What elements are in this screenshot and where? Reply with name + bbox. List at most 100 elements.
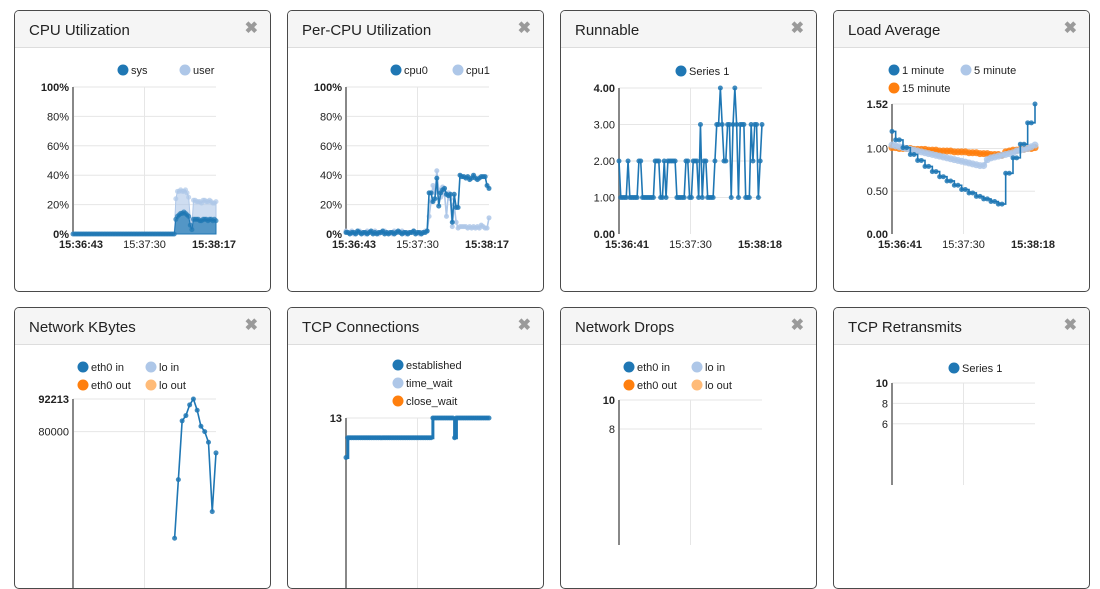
- legend-item[interactable]: lo in: [691, 361, 726, 375]
- card-title: Runnable: [575, 22, 640, 39]
- legend-item[interactable]: 15 minute: [888, 82, 951, 96]
- point-Series-1: [661, 158, 667, 164]
- point-cpu0: [432, 196, 438, 202]
- legend-swatch: [77, 379, 89, 391]
- legend-item[interactable]: cpu1: [452, 64, 490, 78]
- point-1-minute: [922, 163, 928, 169]
- legend-item[interactable]: time_wait: [392, 377, 453, 391]
- point-cpu0: [455, 205, 461, 211]
- point-1-minute: [896, 137, 902, 143]
- point-Series-1: [741, 122, 747, 127]
- legend-item[interactable]: lo in: [145, 361, 180, 375]
- legend-item[interactable]: lo out: [145, 379, 186, 393]
- card-network-drops: Network Drops ✖ eth0 in lo in eth0 out lo out…: [560, 307, 817, 589]
- point-eth0-in: [205, 439, 211, 445]
- legend-item[interactable]: 5 minute: [960, 64, 1017, 78]
- point-1-minute: [1025, 120, 1031, 126]
- card-title: TCP Connections: [302, 319, 420, 336]
- point-1-minute: [911, 151, 917, 157]
- point-Series-1: [688, 195, 694, 200]
- point-1-minute: [1006, 170, 1012, 176]
- axes: 100% 80% 60% 40% 20% 0%15:36:43 15:37:30 15:38:…: [41, 82, 236, 251]
- close-icon[interactable]: ✖: [517, 20, 531, 37]
- close-icon[interactable]: ✖: [244, 317, 258, 334]
- point-sys: [189, 227, 195, 233]
- point-1-minute: [900, 145, 906, 151]
- legend-item[interactable]: eth0 out: [623, 379, 677, 393]
- card-header: Network KBytes ✖: [15, 308, 270, 345]
- card-network-kbytes: Network KBytes ✖ eth0 in lo in eth0 out lo ou…: [14, 307, 271, 589]
- legend-swatch: [179, 64, 191, 76]
- point-eth0-in: [202, 429, 208, 435]
- y-tick-label: 20%: [47, 200, 69, 212]
- legend-swatch: [960, 64, 972, 76]
- y-tick-label: 0.50: [867, 186, 888, 198]
- point-user: [186, 194, 192, 200]
- close-icon[interactable]: ✖: [790, 20, 804, 37]
- point-Series-1: [732, 85, 738, 91]
- legend-item[interactable]: eth0 in: [77, 361, 125, 375]
- point-1-minute: [1003, 170, 1009, 176]
- point-1-minute: [948, 178, 954, 184]
- close-icon[interactable]: ✖: [1063, 20, 1077, 37]
- legend-item[interactable]: close_wait: [392, 395, 458, 409]
- legend-label: lo in: [159, 362, 179, 374]
- card-title: Network KBytes: [29, 319, 136, 336]
- close-icon[interactable]: ✖: [1063, 317, 1077, 334]
- point-1-minute: [907, 151, 913, 157]
- y-tick-label: 2.00: [594, 156, 615, 168]
- legend-label: time_wait: [406, 378, 452, 390]
- point-Series-1: [734, 122, 740, 127]
- legend-item[interactable]: 1 minute: [888, 64, 945, 78]
- point-cpu0: [447, 191, 453, 197]
- point-1-minute: [977, 193, 983, 199]
- legend: sys user: [117, 64, 215, 78]
- legend: eth0 in lo in eth0 out lo out: [623, 361, 732, 393]
- legend-swatch: [77, 361, 89, 373]
- point-eth0-in: [190, 396, 196, 402]
- legend-item[interactable]: user: [179, 64, 215, 78]
- point-1-minute: [915, 157, 921, 163]
- point-Series-1: [616, 158, 622, 164]
- close-icon[interactable]: ✖: [790, 317, 804, 334]
- point-5-minute: [980, 162, 988, 170]
- legend-item[interactable]: lo out: [691, 379, 732, 393]
- legend-item[interactable]: eth0 out: [77, 379, 131, 393]
- legend-item[interactable]: cpu0: [390, 64, 428, 78]
- series-group: [343, 415, 492, 461]
- legend-item[interactable]: Series 1: [675, 65, 730, 79]
- point-eth0-in: [187, 402, 193, 408]
- point-1-minute: [999, 201, 1005, 207]
- y-tick-label: 1.00: [594, 193, 615, 205]
- x-tick-label: 15:36:43: [59, 239, 103, 251]
- legend-label: established: [406, 360, 462, 372]
- card-title: Network Drops: [575, 319, 675, 336]
- point-1-minute: [937, 174, 943, 180]
- legend-label: sys: [131, 65, 148, 77]
- close-icon[interactable]: ✖: [517, 317, 531, 334]
- point-Series-1: [728, 195, 734, 200]
- y-tick-label: 1.00: [867, 143, 888, 155]
- card-title: TCP Retransmits: [848, 319, 962, 336]
- legend-label: lo in: [705, 362, 725, 374]
- legend-label: cpu0: [404, 65, 428, 77]
- point-Series-1: [755, 195, 761, 200]
- legend-item[interactable]: established: [392, 359, 462, 373]
- card-title: CPU Utilization: [29, 22, 130, 39]
- y-tick-label: 60%: [320, 141, 342, 153]
- legend: Series 1: [675, 65, 730, 79]
- x-tick-label: 15:38:17: [465, 239, 509, 251]
- point-Series-1: [694, 158, 700, 164]
- legend-item[interactable]: sys: [117, 64, 149, 78]
- legend-item[interactable]: eth0 in: [623, 361, 671, 375]
- point-1-minute: [970, 190, 976, 196]
- legend-label: 5 minute: [974, 65, 1016, 77]
- point-1-minute: [995, 201, 1001, 207]
- legend-item[interactable]: Series 1: [948, 362, 1003, 376]
- close-icon[interactable]: ✖: [244, 20, 258, 37]
- x-tick-label: 15:38:17: [192, 239, 236, 251]
- legend-label: close_wait: [406, 396, 457, 408]
- chart: established time_wait close_wait 13: [330, 359, 492, 588]
